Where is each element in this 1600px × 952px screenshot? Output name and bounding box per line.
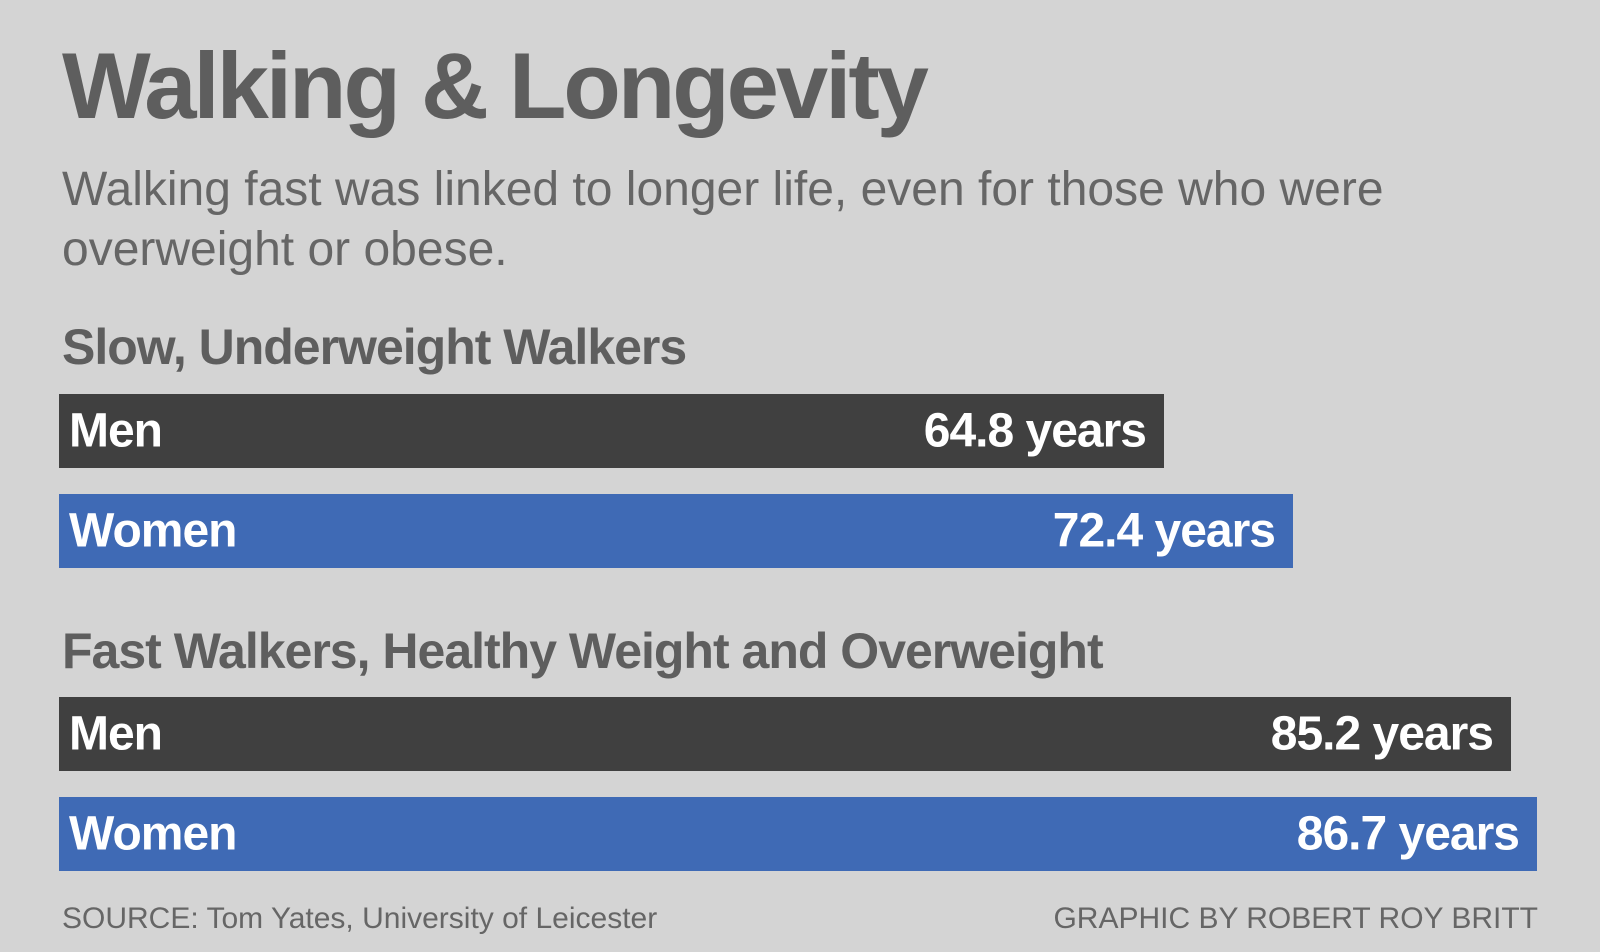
bar-category-label: Women <box>69 504 237 558</box>
source-note: SOURCE: Tom Yates, University of Leicest… <box>62 902 658 935</box>
bar-value-label: 85.2 years <box>1270 707 1494 761</box>
group-title: Fast Walkers, Healthy Weight and Overwei… <box>62 623 1104 679</box>
graphic-credit: GRAPHIC BY ROBERT ROY BRITT <box>1053 902 1538 935</box>
bar-category-label: Men <box>69 707 163 761</box>
bar-category-label: Women <box>69 807 237 861</box>
bar-value-label: 86.7 years <box>1296 807 1520 861</box>
subtitle: Walking fast was linked to longer life, … <box>62 163 1384 276</box>
bar-value-label: 64.8 years <box>923 404 1147 458</box>
bar-men: Men 64.8 years <box>59 394 1164 468</box>
page-title: Walking & Longevity <box>62 33 929 138</box>
bar-men: Men 85.2 years <box>59 697 1511 771</box>
group-title: Slow, Underweight Walkers <box>62 319 687 375</box>
bar-women: Women 86.7 years <box>59 797 1537 871</box>
bar-value-label: 72.4 years <box>1052 504 1276 558</box>
bar-women: Women 72.4 years <box>59 494 1293 568</box>
bar-category-label: Men <box>69 404 163 458</box>
